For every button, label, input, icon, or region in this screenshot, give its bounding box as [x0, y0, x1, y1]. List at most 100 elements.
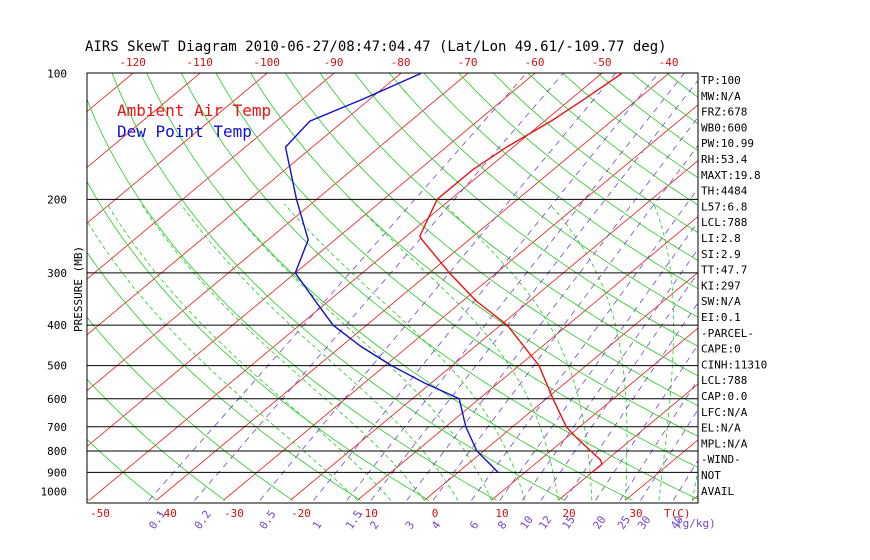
- moist-adiabat-lines: [87, 203, 698, 501]
- legend-entry: Ambient Air Temp: [117, 101, 271, 120]
- index-label: KI:297: [701, 279, 741, 292]
- dry-adiabat-line: [181, 73, 698, 500]
- dry-adiabat-line: [111, 73, 565, 501]
- stability-indices: TP:100 MW:N/A FRZ:678 WB0:600 PW:10.99 RH:53.…: [701, 74, 767, 498]
- mixing-ratio-line: [406, 116, 698, 501]
- index-label: AVAIL: [701, 485, 734, 498]
- bottom-temp-tick-label: 10: [495, 507, 508, 520]
- moist-adiabat-line: [549, 203, 628, 501]
- moist-adiabat-line: [106, 203, 392, 501]
- mixing-ratio-tick-label: 20: [590, 513, 608, 531]
- dry-adiabat-line: [87, 180, 429, 501]
- mixing-ratio-tick-label: 0.2: [192, 508, 214, 532]
- mixing-ratio-tick-label: 1: [310, 519, 324, 532]
- dry-adiabat-line: [841, 74, 870, 501]
- index-label: NOT: [701, 469, 721, 482]
- dry-adiabat-line: [458, 73, 698, 261]
- isotherm-line: [357, 215, 698, 501]
- dry-adiabat-line: [250, 73, 698, 437]
- top-temp-tick-label: -80: [391, 56, 411, 69]
- mixing-ratio-line: [640, 408, 698, 501]
- top-temp-tick-label: -70: [458, 56, 478, 69]
- moist-adiabat-line: [354, 203, 559, 501]
- isotherm-line: [826, 64, 870, 500]
- index-label: L57:6.8: [701, 200, 747, 213]
- series-line: [419, 73, 623, 473]
- index-label: TT:47.7: [701, 264, 747, 277]
- bottom-temp-tick-label: 20: [562, 507, 575, 520]
- isotherm-line: [759, 64, 870, 500]
- isotherm-line: [424, 271, 698, 501]
- top-temp-tick-label: -120: [119, 56, 146, 69]
- series-line: [284, 73, 499, 473]
- dry-adiabat-line: [528, 73, 698, 206]
- index-label: LCL:788: [701, 374, 747, 387]
- index-label: CINH:11310: [701, 358, 767, 371]
- isotherm-line: [87, 73, 402, 336]
- isotherm-line: [87, 73, 201, 168]
- pressure-tick-label: 300: [47, 267, 67, 280]
- mixing-ratio-line: [194, 73, 564, 501]
- mixing-unit-label: (g/kg): [676, 517, 716, 530]
- index-label: CAPE:0: [701, 343, 741, 356]
- pressure-tick-label: 800: [47, 445, 67, 458]
- top-temp-tick-label: -50: [592, 56, 612, 69]
- mixing-ratio-tick-label: 30: [635, 513, 653, 531]
- dry-adiabat-line: [87, 98, 497, 501]
- pressure-tick-label: 1000: [41, 486, 68, 499]
- dry-adiabat-line: [806, 74, 870, 501]
- isotherm-line: [558, 383, 698, 501]
- moist-adiabat-line: [653, 203, 674, 501]
- mixing-ratio-line: [259, 73, 616, 501]
- index-label: SW:N/A: [701, 295, 741, 308]
- top-temp-tick-label: -60: [525, 56, 545, 69]
- dry-adiabat-line: [736, 74, 870, 501]
- pressure-tick-label: 200: [47, 193, 67, 206]
- index-label: EI:0.1: [701, 311, 741, 324]
- dry-adiabat-line: [285, 73, 698, 407]
- moist-adiabat-line: [284, 203, 526, 501]
- isotherm-line: [0, 64, 77, 500]
- dry-adiabat-lines: [87, 73, 870, 501]
- mixing-ratio-tick-label: 12: [536, 513, 554, 531]
- index-label: LI:2.8: [701, 232, 741, 245]
- isobar-lines: [86, 72, 699, 504]
- legend: Ambient Air Temp Dew Point Temp: [117, 101, 271, 141]
- mixing-ratio-line: [499, 220, 698, 501]
- mixing-ratio-tick-label: 2: [367, 519, 381, 532]
- index-label: CAP:0.0: [701, 390, 747, 403]
- isotherm-line: [87, 73, 469, 392]
- dry-adiabat-line: [87, 316, 294, 501]
- series-layer: [284, 73, 623, 473]
- isotherm-line: [491, 327, 698, 501]
- top-temp-tick-label: -40: [659, 56, 679, 69]
- index-label: WB0:600: [701, 121, 747, 134]
- mixing-ratio-line: [540, 271, 698, 501]
- dry-adiabat-line: [389, 73, 698, 318]
- bottom-temp-tick-label: 30: [629, 507, 642, 520]
- mixing-ratio-tick-label: 10: [518, 513, 536, 531]
- isotherm-line: [223, 104, 698, 501]
- dry-adiabat-line: [87, 378, 226, 501]
- isotherm-line: [156, 73, 670, 501]
- moist-adiabat-line: [443, 203, 593, 501]
- pressure-tick-label: 900: [47, 466, 67, 479]
- bottom-temp-tick-label: -50: [90, 507, 110, 520]
- pressure-tick-label: 400: [47, 319, 67, 332]
- index-label: TP:100: [701, 74, 741, 87]
- mixing-ratio-line: [346, 73, 685, 501]
- moist-adiabat-line: [180, 203, 459, 501]
- dry-adiabat-line: [424, 73, 698, 290]
- mixing-ratio-tick-label: 25: [615, 513, 633, 531]
- top-temp-tick-label: -90: [324, 56, 344, 69]
- index-label: RH:53.4: [701, 153, 748, 166]
- mixing-ratio-line: [432, 144, 698, 501]
- bottom-temp-tick-label: -30: [224, 507, 244, 520]
- dry-adiabat-line: [493, 73, 698, 234]
- moist-adiabat-line: [140, 203, 425, 501]
- index-label: -PARCEL-: [701, 327, 754, 340]
- top-temp-tick-label: -110: [186, 56, 213, 69]
- pressure-tick-label: 600: [47, 393, 67, 406]
- dry-adiabat-line: [771, 74, 870, 501]
- dry-adiabat-line: [215, 73, 698, 468]
